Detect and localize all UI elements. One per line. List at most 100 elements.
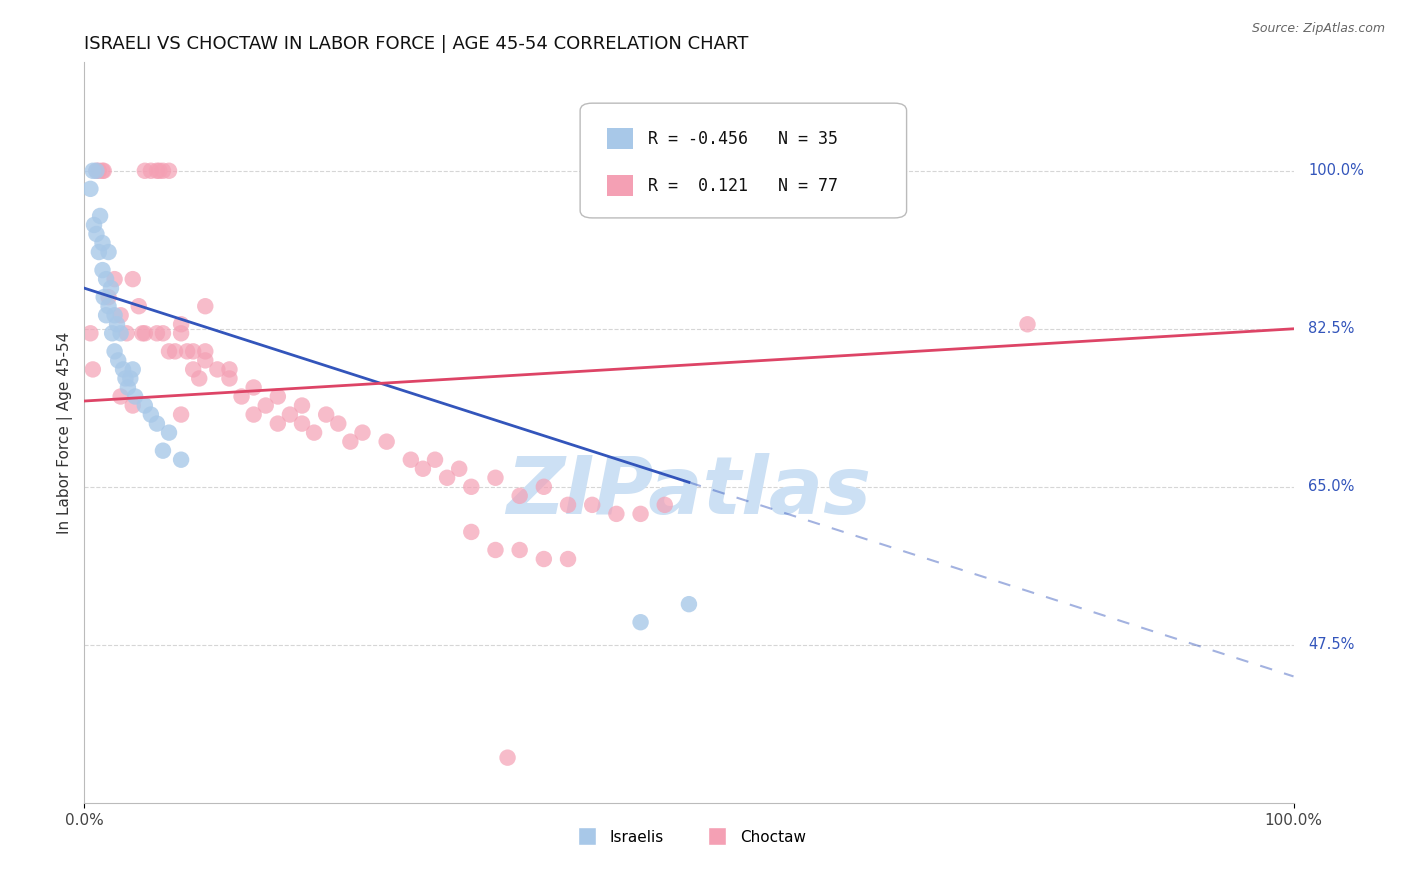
Point: [157, 425, 180, 440]
FancyBboxPatch shape: [607, 128, 633, 149]
Point: [181, 362, 204, 376]
Point: [110, 326, 132, 341]
Point: [181, 344, 204, 359]
Point: [124, 390, 146, 404]
Point: [557, 498, 579, 512]
Point: [581, 498, 603, 512]
Point: [134, 399, 156, 413]
Point: [93, 163, 115, 178]
Point: [79, 326, 101, 341]
Point: [509, 543, 531, 558]
Point: [654, 498, 676, 512]
Point: [104, 272, 127, 286]
Point: [194, 353, 217, 368]
Point: [678, 597, 700, 611]
Point: [509, 489, 531, 503]
Point: [86, 227, 108, 241]
Point: [218, 371, 240, 385]
Point: [104, 308, 127, 322]
Point: [449, 461, 471, 475]
Point: [79, 182, 101, 196]
Point: [94, 308, 117, 322]
Point: [115, 326, 138, 341]
FancyBboxPatch shape: [607, 175, 633, 196]
Text: 100.0%: 100.0%: [1308, 163, 1364, 178]
Point: [557, 552, 579, 566]
Point: [101, 326, 124, 341]
Point: [339, 434, 361, 449]
Point: [170, 326, 193, 341]
Point: [315, 408, 337, 422]
Point: [484, 543, 506, 558]
Point: [112, 362, 135, 376]
Text: ZIPatlas: ZIPatlas: [506, 453, 872, 531]
Point: [91, 163, 114, 178]
Point: [97, 299, 120, 313]
FancyBboxPatch shape: [581, 103, 907, 218]
Point: [82, 362, 104, 376]
Point: [328, 417, 350, 431]
Point: [110, 308, 132, 322]
Text: 82.5%: 82.5%: [1308, 321, 1354, 336]
Point: [278, 408, 301, 422]
Point: [533, 552, 555, 566]
Point: [242, 380, 264, 394]
Point: [87, 163, 110, 178]
Point: [83, 218, 105, 232]
Point: [188, 371, 211, 385]
Point: [157, 344, 180, 359]
Legend: Israelis, Choctaw: Israelis, Choctaw: [565, 823, 813, 851]
Point: [121, 399, 143, 413]
Point: [152, 326, 174, 341]
Point: [146, 326, 169, 341]
Text: 65.0%: 65.0%: [1308, 479, 1354, 494]
Point: [170, 318, 193, 332]
Point: [152, 163, 174, 178]
Point: [302, 425, 325, 440]
Point: [107, 353, 129, 368]
Point: [399, 452, 422, 467]
Point: [146, 417, 169, 431]
Text: R =  0.121   N = 77: R = 0.121 N = 77: [648, 177, 838, 194]
Point: [91, 235, 114, 250]
Point: [484, 471, 506, 485]
Point: [375, 434, 398, 449]
Point: [412, 461, 434, 475]
Text: R = -0.456   N = 35: R = -0.456 N = 35: [648, 129, 838, 147]
Point: [117, 380, 139, 394]
Text: Source: ZipAtlas.com: Source: ZipAtlas.com: [1251, 22, 1385, 36]
Point: [131, 326, 153, 341]
Point: [94, 272, 117, 286]
Point: [630, 507, 652, 521]
Point: [170, 452, 193, 467]
Text: ISRAELI VS CHOCTAW IN LABOR FORCE | AGE 45-54 CORRELATION CHART: ISRAELI VS CHOCTAW IN LABOR FORCE | AGE …: [84, 35, 749, 53]
Point: [148, 163, 170, 178]
Point: [128, 299, 150, 313]
Point: [100, 281, 122, 295]
Point: [605, 507, 627, 521]
Point: [170, 408, 193, 422]
Point: [87, 245, 110, 260]
Point: [165, 344, 187, 359]
Point: [533, 480, 555, 494]
Point: [89, 209, 111, 223]
Point: [267, 390, 290, 404]
Point: [93, 290, 115, 304]
Point: [352, 425, 374, 440]
Point: [242, 408, 264, 422]
Point: [460, 480, 482, 494]
Point: [176, 344, 198, 359]
Point: [86, 163, 108, 178]
Point: [120, 371, 142, 385]
Point: [104, 344, 127, 359]
Point: [157, 163, 180, 178]
Point: [110, 390, 132, 404]
Point: [114, 371, 136, 385]
Point: [218, 362, 240, 376]
Point: [194, 344, 217, 359]
Point: [291, 417, 314, 431]
Point: [146, 163, 169, 178]
Point: [194, 299, 217, 313]
Point: [1017, 318, 1039, 332]
Point: [139, 163, 162, 178]
